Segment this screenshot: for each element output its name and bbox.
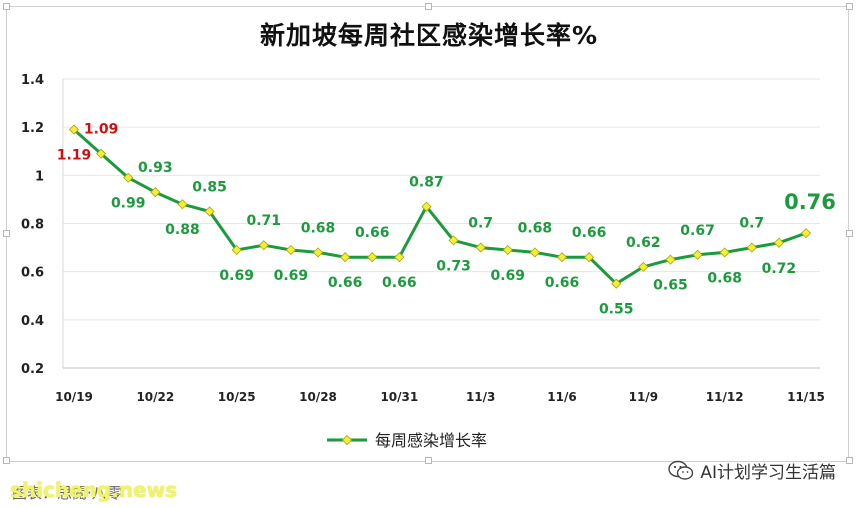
data-label: 0.55	[599, 302, 634, 318]
legend-marker	[341, 434, 353, 446]
x-tick-label: 11/3	[466, 390, 495, 404]
data-point-marker	[340, 252, 351, 263]
y-tick-label: 1	[35, 169, 44, 184]
x-tick-label: 11/12	[706, 390, 744, 404]
data-point-marker	[773, 237, 784, 248]
data-point-marker	[529, 247, 540, 258]
resize-handle-bottom-left[interactable]	[3, 457, 10, 464]
data-point-marker	[231, 244, 242, 256]
data-point-marker	[150, 187, 161, 198]
x-tick-label: 10/31	[380, 390, 418, 404]
data-label: 0.72	[762, 261, 797, 277]
data-label: 0.62	[626, 235, 661, 251]
x-tick-label: 10/28	[299, 390, 337, 404]
chart-title: 新加坡每周社区感染增长率%	[259, 21, 599, 50]
y-tick-label: 0.6	[21, 266, 44, 281]
resize-handle-left[interactable]	[3, 230, 10, 237]
y-tick-label: 1.2	[21, 121, 44, 136]
data-point-marker	[394, 252, 405, 263]
resize-handle-top[interactable]	[425, 3, 432, 10]
account-name: AI计划学习生活篇	[700, 463, 836, 483]
data-label: 0.66	[328, 275, 363, 291]
data-label: 0.76	[784, 190, 836, 214]
data-point-marker	[556, 252, 568, 263]
data-label: 0.88	[165, 222, 200, 238]
account-badge: AI计划学习生活篇	[668, 458, 836, 483]
data-point-marker	[96, 148, 107, 159]
y-tick-label: 0.8	[21, 218, 44, 233]
data-point-marker	[502, 244, 513, 256]
data-point-marker	[611, 278, 622, 289]
data-label: 0.93	[138, 160, 173, 176]
data-point-marker	[367, 252, 378, 263]
data-label: 0.69	[219, 268, 254, 284]
y-tick-label: 0.4	[21, 314, 44, 329]
data-label: 1.09	[84, 122, 119, 138]
data-label: 0.68	[301, 220, 336, 236]
data-point-marker	[285, 244, 296, 256]
data-point-marker	[692, 249, 703, 260]
data-label: 0.7	[468, 216, 493, 232]
data-label: 0.66	[545, 275, 580, 291]
data-point-marker	[584, 252, 595, 263]
x-tick-label: 10/25	[218, 390, 256, 404]
data-label: 1.19	[57, 148, 92, 164]
data-label: 0.71	[247, 213, 282, 229]
data-label: 0.68	[707, 270, 742, 286]
y-tick-label: 0.2	[21, 362, 44, 377]
data-label: 0.66	[572, 225, 607, 241]
x-tick-label: 11/6	[547, 390, 576, 404]
data-label: 0.7	[739, 216, 764, 232]
data-point-marker	[312, 247, 324, 258]
data-point-marker	[68, 124, 80, 135]
resize-handle-bottom-right[interactable]	[846, 457, 853, 464]
data-label: 0.73	[436, 258, 471, 274]
y-tick-label: 1.4	[21, 73, 44, 88]
x-tick-label: 11/15	[787, 390, 825, 404]
x-tick-label: 11/9	[629, 390, 658, 404]
x-tick-label: 10/19	[55, 390, 93, 404]
resize-handle-top-right[interactable]	[846, 3, 853, 10]
data-point-marker	[177, 199, 188, 210]
legend-label: 每周感染增长率	[375, 431, 487, 450]
data-point-marker	[746, 242, 757, 253]
data-point-marker	[719, 247, 730, 258]
data-label: 0.69	[491, 268, 526, 284]
data-label: 0.66	[355, 225, 390, 241]
data-point-marker	[204, 206, 215, 217]
chart-frame	[6, 6, 849, 462]
resize-handle-top-left[interactable]	[3, 3, 10, 10]
data-point-marker	[800, 228, 812, 239]
data-label: 0.68	[518, 220, 553, 236]
data-label: 0.87	[409, 175, 444, 191]
data-point-marker	[258, 240, 269, 251]
data-point-marker	[421, 201, 432, 212]
data-point-marker	[448, 235, 459, 246]
data-label: 0.67	[680, 223, 715, 239]
data-point-marker	[123, 172, 134, 183]
x-tick-label: 10/22	[136, 390, 174, 404]
resize-handle-right[interactable]	[846, 230, 853, 237]
source-credit: 图表：思閲·八零	[12, 484, 122, 502]
wechat-icon	[668, 460, 694, 480]
data-label: 0.85	[192, 179, 227, 195]
data-label: 0.69	[274, 268, 309, 284]
data-point-marker	[638, 261, 649, 272]
data-point-marker	[475, 242, 486, 253]
data-point-marker	[665, 254, 676, 265]
resize-handle-bottom[interactable]	[425, 457, 432, 464]
data-label: 0.99	[111, 196, 146, 212]
data-label: 0.66	[382, 275, 417, 291]
data-label: 0.65	[653, 278, 688, 294]
series-line	[73, 128, 807, 286]
watermark-text: shicheng.news	[10, 478, 177, 502]
